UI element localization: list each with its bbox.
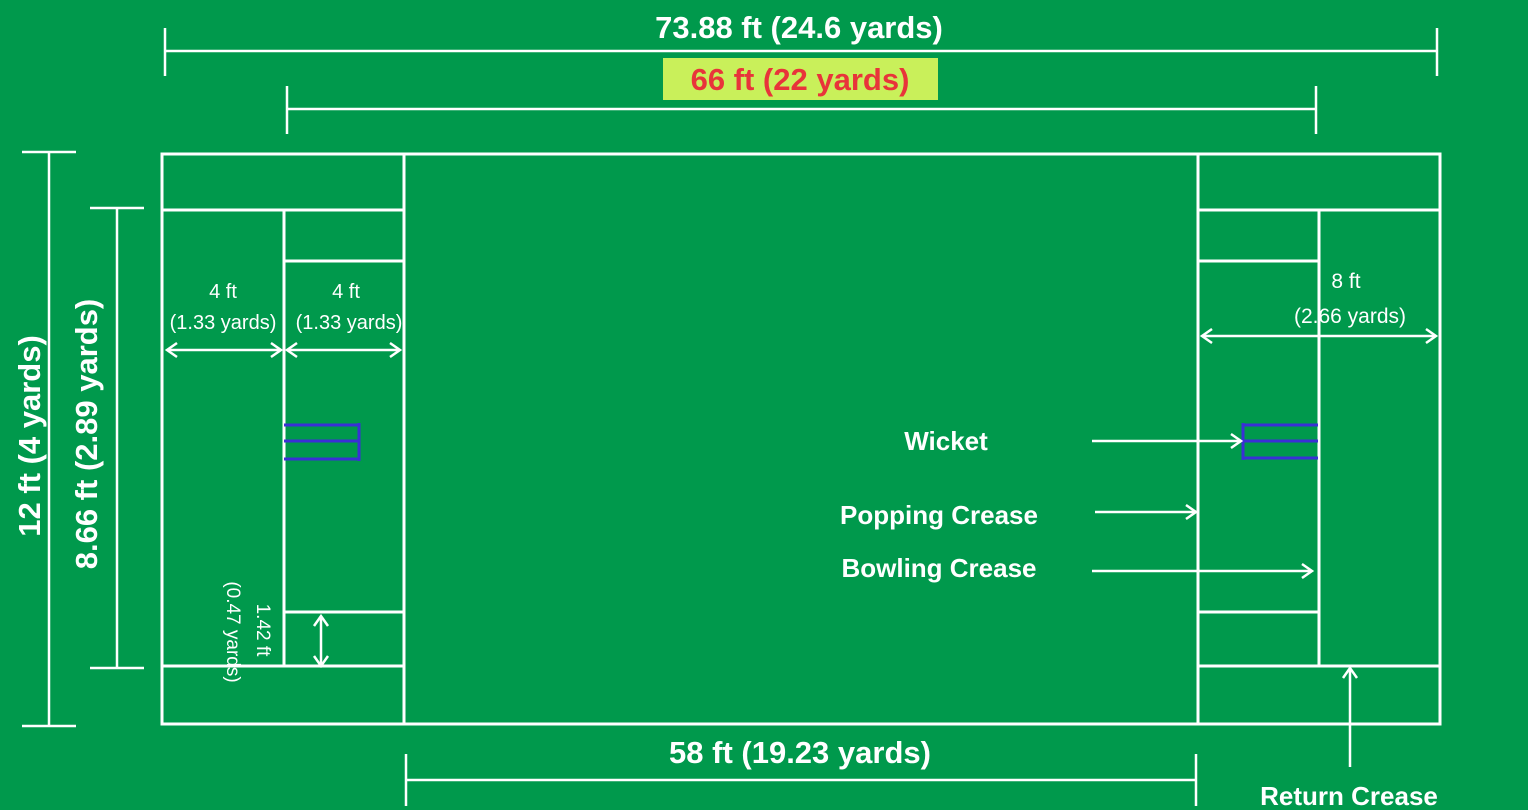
bowling-crease-label: Bowling Crease: [841, 553, 1036, 583]
wicket-arrowhead: [1230, 432, 1244, 450]
pitch-length-label: 66 ft (22 yards): [691, 62, 910, 97]
crease-gap-label: 58 ft (19.23 yards): [669, 735, 931, 770]
right-width-yards: (2.66 yards): [1294, 305, 1406, 328]
callout-arrows: [1092, 432, 1359, 767]
pitch-length-highlight: [663, 58, 938, 100]
popping-crease-arrowhead: [1185, 503, 1199, 521]
left-section-2-ft: 4 ft: [332, 281, 360, 303]
pitch-outline: [160, 152, 1442, 726]
popping-crease-label: Popping Crease: [840, 500, 1038, 530]
left-section-2-yards: (1.33 yards): [296, 312, 403, 334]
left-section-1-arrowhead-left: [164, 341, 178, 359]
left-section-1-ft: 4 ft: [209, 281, 237, 303]
left-wicket-icon: [284, 423, 361, 461]
left-section-2-arrowhead-left: [284, 341, 298, 359]
return-crease-arrowhead: [1341, 665, 1359, 679]
return-crease-label: Return Crease: [1260, 781, 1438, 810]
left-section-1-arrowhead-right: [270, 341, 284, 359]
overall-length-label: 73.88 ft (24.6 yards): [655, 10, 943, 45]
return-width-label: 8.66 ft (2.89 yards): [69, 299, 104, 570]
right-wicket-icon: [1241, 423, 1318, 460]
pitch-lines: [160, 152, 1442, 726]
right-width-arrow: [1199, 327, 1439, 345]
left-4ft-arrows: [164, 341, 403, 359]
left-dimension-lines: [22, 150, 144, 728]
pitch-width-label: 12 ft (4 yards): [12, 335, 47, 537]
small-gap-arrow: [312, 613, 330, 669]
small-gap-yards: (0.47 yards): [222, 581, 243, 682]
bowling-crease-arrowhead: [1301, 562, 1315, 580]
top-dimension-lines: [163, 28, 1439, 134]
left-section-2-arrowhead-right: [389, 341, 403, 359]
right-width-ft: 8 ft: [1331, 270, 1360, 293]
left-section-1-yards: (1.33 yards): [170, 312, 277, 334]
small-gap-ft: 1.42 ft: [252, 604, 273, 658]
bottom-dimension-lines: [404, 754, 1198, 806]
wicket-label: Wicket: [904, 426, 988, 456]
